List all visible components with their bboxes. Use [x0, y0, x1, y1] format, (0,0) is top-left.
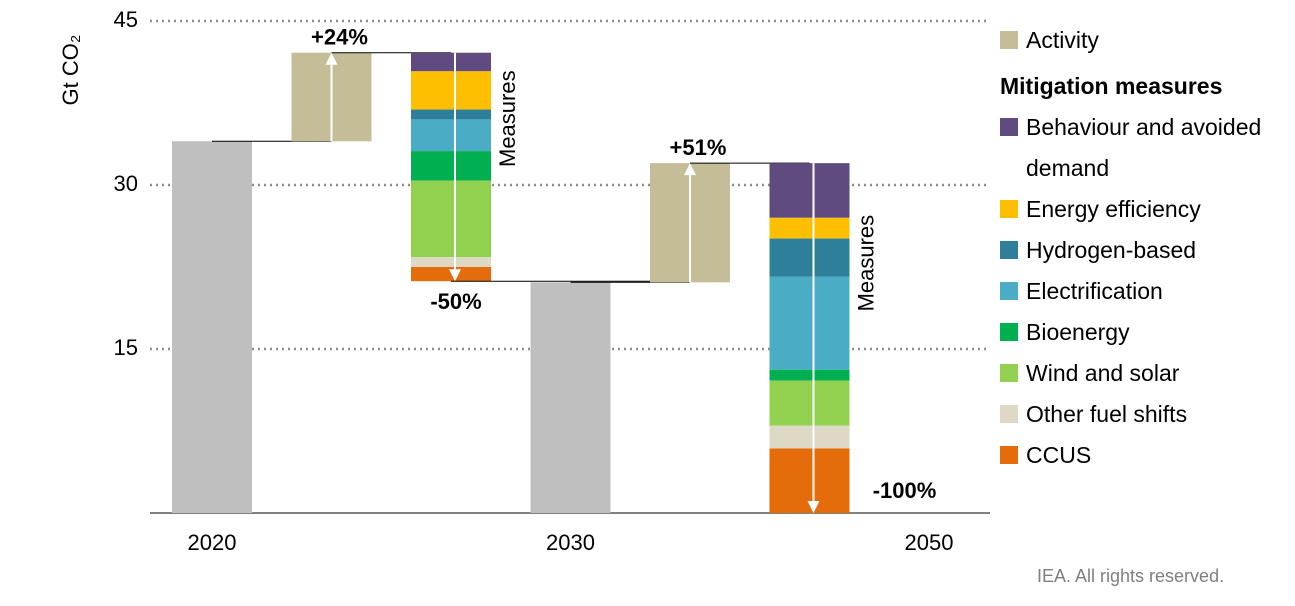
legend-item: Behaviour and avoided demand [1000, 107, 1270, 189]
measure-segment [769, 276, 850, 370]
legend-label: Wind and solar [1026, 360, 1180, 386]
legend-label: Other fuel shifts [1026, 401, 1188, 427]
measure-segment [411, 109, 491, 120]
source: IEA. All rights reserved. [1037, 566, 1225, 586]
legend: Activity Mitigation measures Behaviour and… [1000, 20, 1270, 476]
legend-item: Other fuel shifts [1000, 394, 1270, 435]
activity-label: +51% [670, 135, 727, 160]
legend-item: CCUS [1000, 435, 1270, 476]
change-label: -100% [873, 478, 937, 503]
legend-label: Bioenergy [1026, 319, 1130, 345]
measure-segment [769, 217, 850, 239]
measure-segment [411, 267, 491, 282]
legend-item: Bioenergy [1000, 312, 1270, 353]
measure-segment [769, 380, 850, 426]
measure-segment [769, 163, 850, 218]
measures-label: Measures [853, 215, 878, 312]
legend-item: Hydrogen-based [1000, 230, 1270, 271]
legend-swatch [1000, 282, 1018, 300]
arrow-head [807, 501, 820, 513]
legend-heading: Mitigation measures [1000, 73, 1223, 99]
measure-segment [411, 52, 491, 72]
total-bar [530, 282, 611, 513]
legend-swatch [1000, 118, 1018, 136]
measures-label: Measures [495, 70, 520, 167]
arrow-head [684, 163, 696, 176]
measure-segment [769, 425, 850, 449]
legend-item: Electrification [1000, 271, 1270, 312]
measure-segment [769, 369, 850, 381]
legend-label: CCUS [1026, 442, 1092, 468]
y-axis-label: Gt CO₂ [58, 35, 83, 106]
legend-label: Energy efficiency [1026, 196, 1201, 222]
measure-segment [411, 257, 491, 267]
legend-swatch [1000, 364, 1018, 382]
y-tick-label: 45 [114, 7, 138, 32]
x-tick-label: 2050 [905, 530, 954, 555]
measure-segment [411, 119, 491, 152]
activity-label: +24% [311, 25, 368, 50]
legend-swatch [1000, 200, 1018, 218]
legend-swatch [1000, 405, 1018, 423]
legend-label: Behaviour and avoided demand [1026, 114, 1262, 181]
x-tick-label: 2030 [546, 530, 595, 555]
legend-swatch [1000, 241, 1018, 259]
y-tick-label: 15 [114, 335, 138, 360]
arrow-head [325, 52, 338, 65]
legend-label: Hydrogen-based [1026, 237, 1197, 263]
measure-segment [411, 71, 491, 110]
arrow-head [449, 269, 461, 282]
measure-segment [769, 238, 850, 277]
y-tick-label: 30 [114, 171, 138, 196]
legend-label: Activity [1026, 27, 1099, 53]
measure-segment [411, 151, 491, 181]
legend-swatch [1000, 323, 1018, 341]
legend-swatch [1000, 446, 1018, 464]
x-tick-label: 2020 [188, 530, 237, 555]
change-label: -50% [430, 289, 481, 314]
legend-label: Electrification [1026, 278, 1163, 304]
total-bar [172, 141, 252, 513]
measure-segment [411, 180, 491, 258]
plot: Gt CO₂ 15 30 45 2020 +24% Measures -50% 2030 +51… [58, 7, 990, 555]
legend-swatch [1000, 31, 1018, 49]
legend-item: Energy efficiency [1000, 189, 1270, 230]
legend-item: Wind and solar [1000, 353, 1270, 394]
legend-item: Activity [1000, 20, 1270, 61]
